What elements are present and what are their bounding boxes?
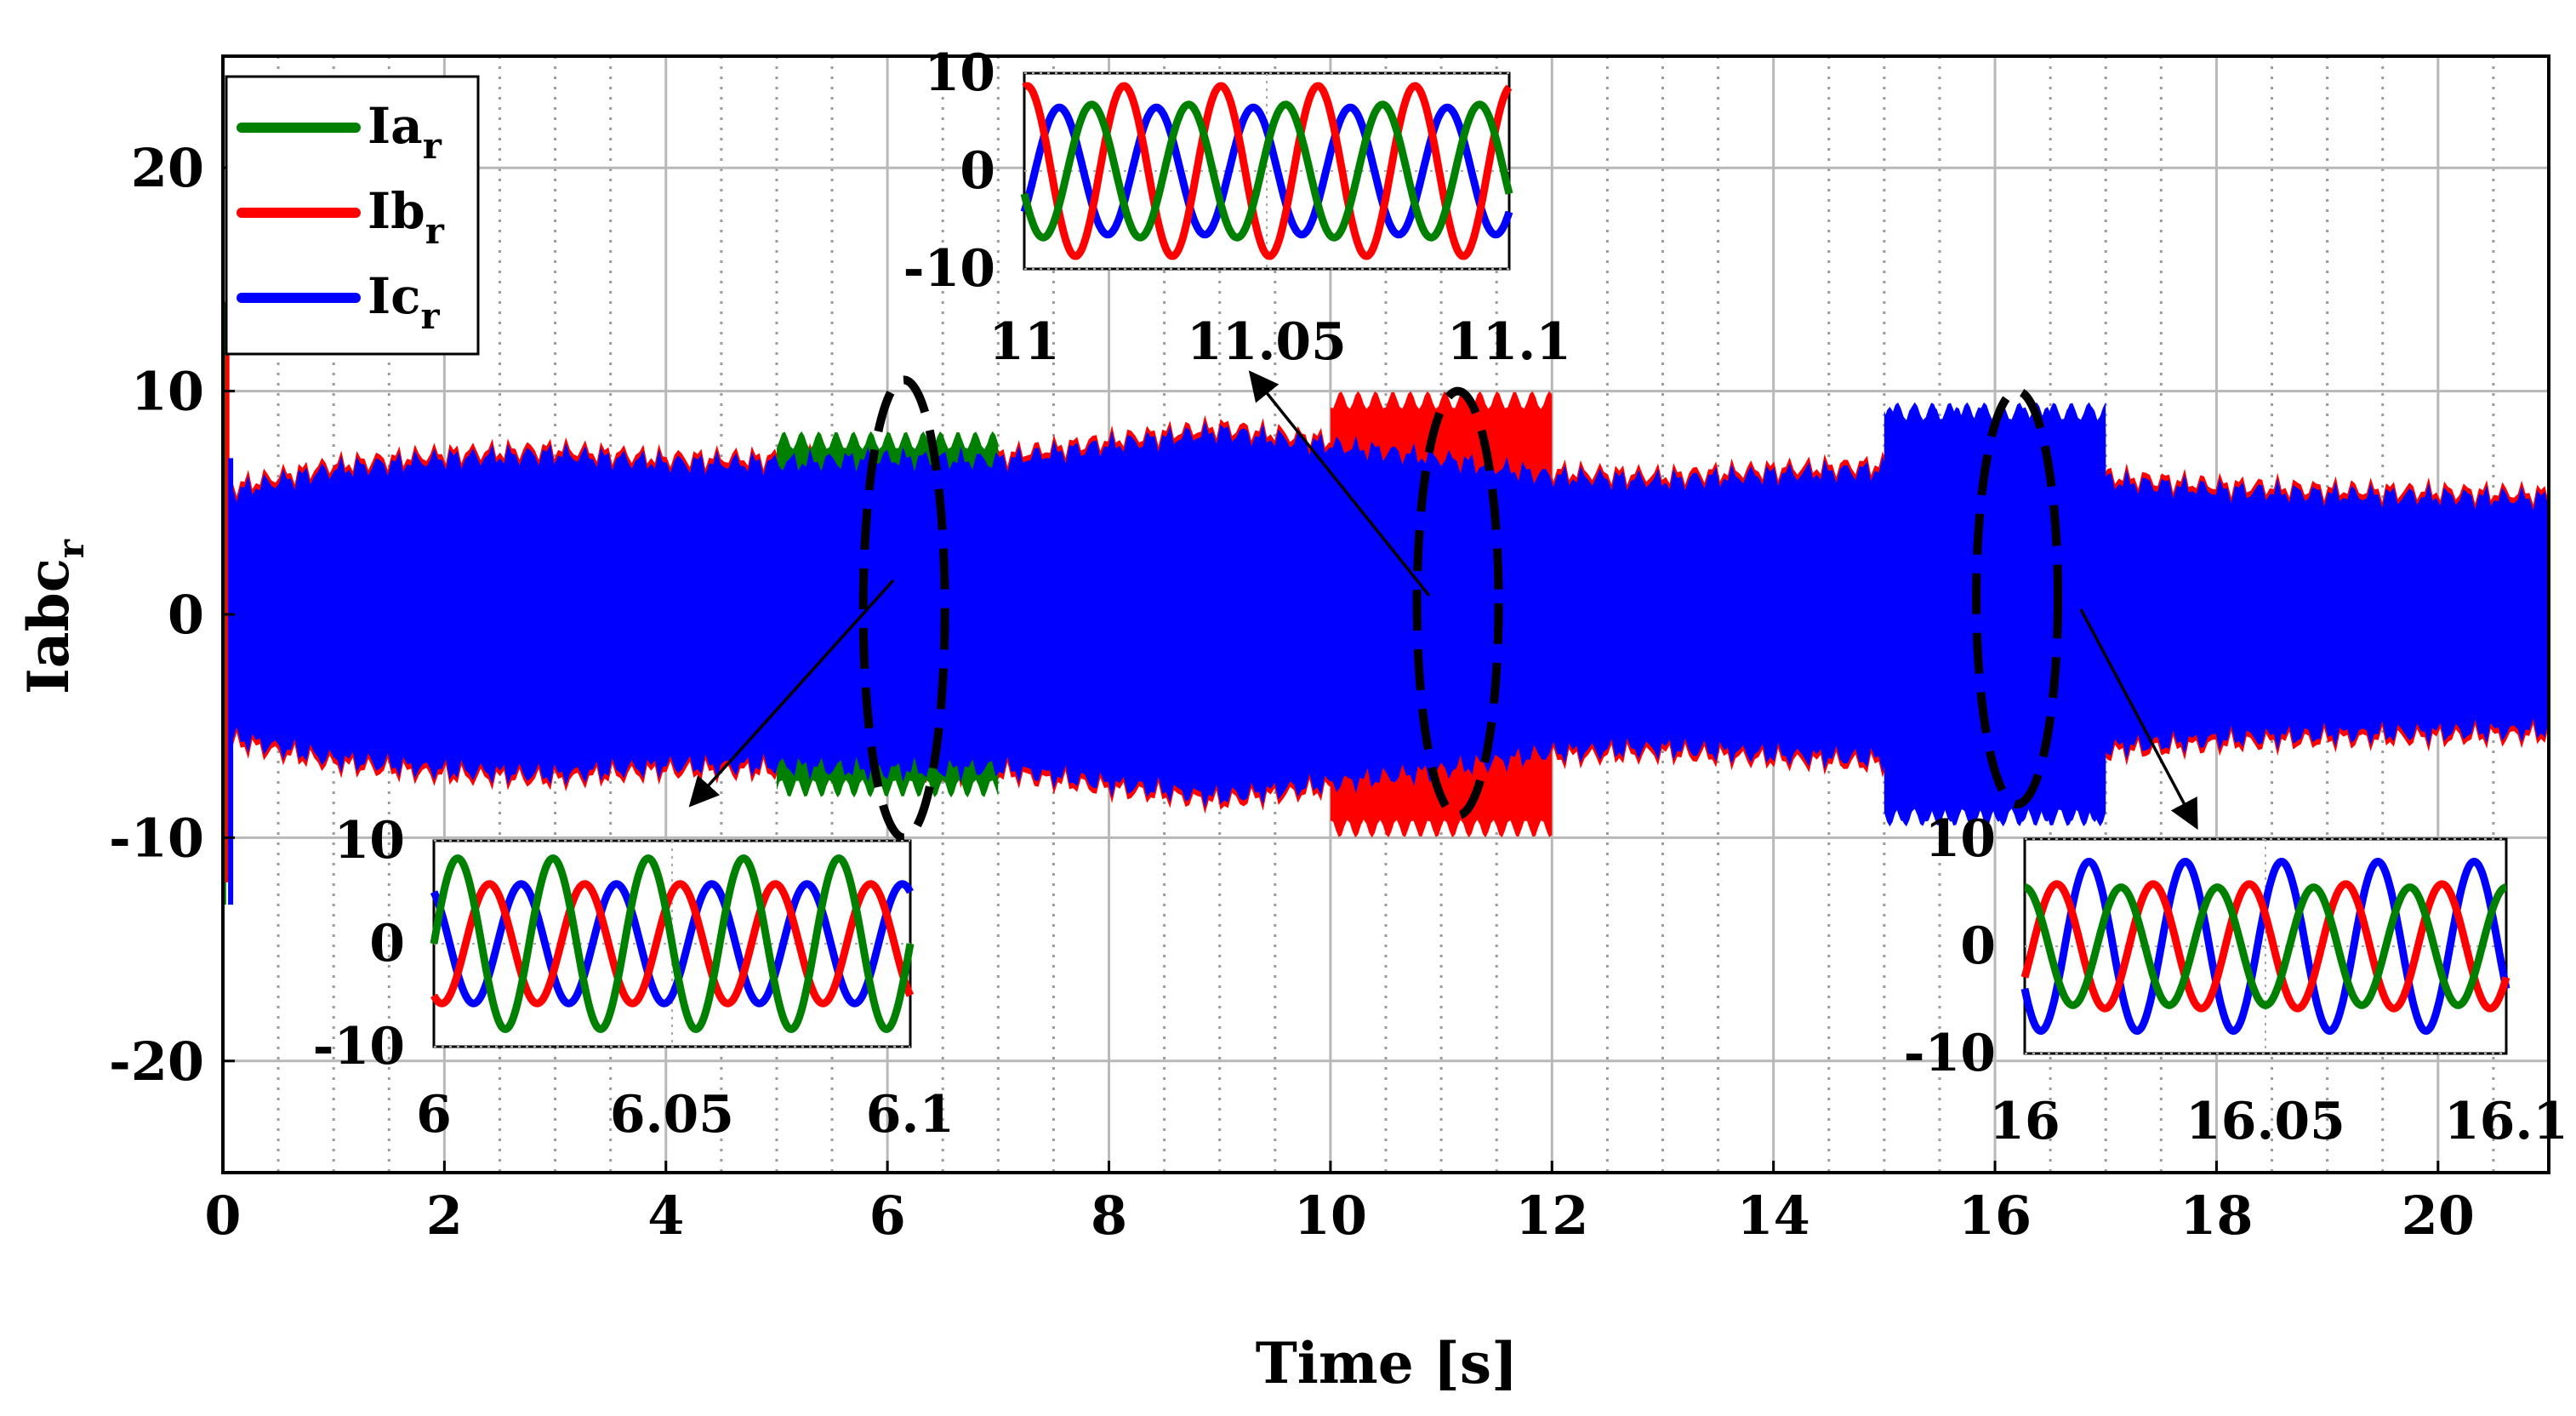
y-tick-label: 20 <box>131 137 204 199</box>
inset-11s-wave-Iar <box>1020 100 1513 242</box>
waveform-envelope <box>221 301 2549 905</box>
y-tick-label: 0 <box>168 584 204 646</box>
x-tick-label: 12 <box>1515 1185 1588 1247</box>
x-tick-label: 14 <box>1737 1185 1810 1247</box>
zoom-markers <box>858 375 2063 842</box>
inset-y-tick-label: 0 <box>1960 916 1996 976</box>
x-tick-label: 6 <box>869 1185 906 1247</box>
zoom-ellipse-11s <box>1412 386 1503 820</box>
x-tick-label: 8 <box>1091 1185 1127 1247</box>
inset-x-tick-label: 16.05 <box>2186 1092 2345 1151</box>
inset-x-tick-label: 16 <box>1989 1092 2060 1151</box>
inset-x-tick-label: 6.05 <box>610 1085 734 1145</box>
inset-y-tick-label: 0 <box>369 914 405 974</box>
zoom-arrows <box>688 370 2198 831</box>
inset-16s: 10 0 -10 16 16.05 16.1 <box>1904 809 2568 1151</box>
inset-6s-wave-Ibr <box>430 880 915 1008</box>
x-tick-label: 10 <box>1294 1185 1367 1247</box>
zoom-ellipse-16s <box>1972 386 2063 809</box>
inset-x-tick-label: 6 <box>416 1085 452 1145</box>
arrow-to-inset-6s <box>688 579 895 808</box>
y-tick-label: -10 <box>109 807 204 869</box>
legend: Iar Ibr Icr <box>225 75 480 356</box>
inset-16s-wave-Iar <box>2024 883 2507 1009</box>
inset-y-tick-label: 10 <box>1925 809 1997 869</box>
legend-label-Ic: Icr <box>368 267 440 337</box>
inset-6s-wave-Iar <box>430 854 915 1034</box>
x-tick-label: 18 <box>2180 1185 2253 1247</box>
inset-y-tick-label: 10 <box>925 43 996 103</box>
legend-label-Ia: Iar <box>368 97 442 167</box>
y-axis-label-base: Iabc <box>15 558 82 694</box>
axis-ticks: 0 2 4 6 8 10 12 14 16 18 20 -20 -10 0 10 20 <box>109 137 2475 1247</box>
inset-x-tick-label: 6.1 <box>866 1085 955 1145</box>
x-tick-label: 16 <box>1958 1185 2032 1247</box>
inset-x-tick-label: 11.05 <box>1187 312 1347 372</box>
inset-11s-wave-Icr <box>1020 103 1513 239</box>
inset-x-tick-label: 11.1 <box>1447 312 1571 372</box>
inset-y-tick-label: 10 <box>334 811 406 871</box>
y-axis-label-sub: r <box>50 539 92 558</box>
legend-label-Ib: Ibr <box>368 182 445 252</box>
x-tick-label: 2 <box>426 1185 463 1247</box>
inset-y-tick-label: 0 <box>960 141 995 201</box>
y-axis-label: Iabcr <box>15 539 92 694</box>
inset-y-tick-label: -10 <box>313 1017 405 1076</box>
arrow-to-inset-11s <box>1248 370 1431 597</box>
x-tick-label: 0 <box>204 1185 241 1247</box>
inset-6s-wave-Icr <box>430 880 914 1008</box>
inset-y-tick-label: -10 <box>1904 1024 1996 1083</box>
inset-x-tick-label: 16.1 <box>2444 1092 2568 1151</box>
inset-6s: 10 0 -106 6.05 6.1 <box>313 811 955 1145</box>
inset-11s: 10 0 -10 11 11.05 11.1 <box>903 43 1571 372</box>
y-tick-label: -20 <box>109 1031 204 1093</box>
y-tick-label: 10 <box>131 361 204 423</box>
x-axis-label: Time [s] <box>1256 1330 1519 1396</box>
arrow-to-inset-16s <box>2079 608 2198 831</box>
inset-y-tick-label: -10 <box>903 239 995 299</box>
x-tick-label: 4 <box>647 1185 684 1247</box>
inset-x-tick-label: 11 <box>989 312 1060 372</box>
x-tick-label: 20 <box>2402 1185 2475 1247</box>
zoom-ellipse-6s <box>858 375 949 842</box>
